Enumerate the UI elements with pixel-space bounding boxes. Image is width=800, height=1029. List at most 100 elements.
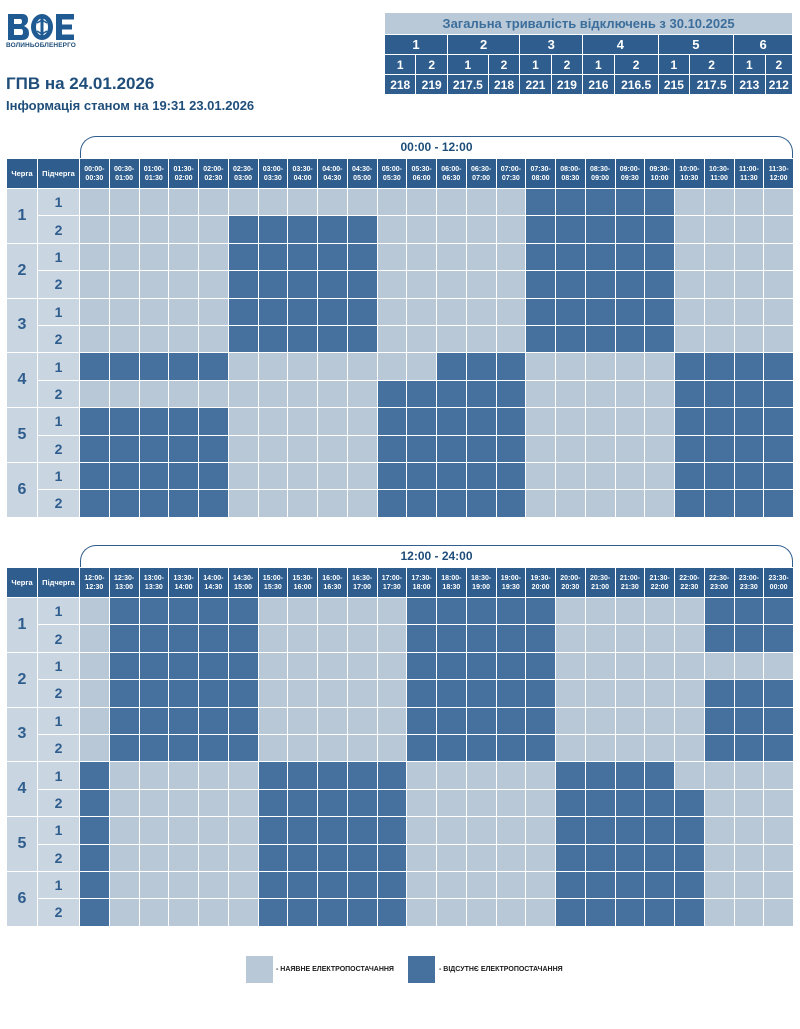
- slot-power-off: [703, 679, 735, 708]
- slot-power-off: [227, 624, 259, 653]
- slot-power-off: [376, 788, 408, 818]
- schedule-row: 2: [7, 624, 794, 653]
- slot-power-on: [703, 843, 735, 872]
- subqueue-label: 1: [37, 352, 80, 381]
- slot-power-off: [108, 733, 140, 763]
- time-slot-start: 11:00-: [738, 165, 759, 173]
- slot-power-on: [614, 461, 646, 491]
- time-slot-end: 01:30: [144, 174, 163, 182]
- legend-label-available: - НАЯВНЕ ЕЛЕКТРОПОСТАЧАННЯ: [276, 966, 394, 973]
- slot-power-on: [495, 816, 527, 845]
- slot-power-off: [703, 379, 735, 409]
- slot-power-on: [346, 679, 378, 708]
- slot-power-off: [584, 788, 616, 818]
- subqueue-header: Підчерга: [37, 158, 80, 189]
- slot-power-on: [168, 761, 199, 790]
- slot-power-on: [733, 898, 765, 927]
- slot-power-on: [227, 461, 259, 491]
- time-slot-start: 15:00-: [262, 574, 283, 582]
- slot-power-off: [376, 407, 408, 436]
- slot-power-off: [644, 270, 675, 299]
- time-slot-header: 23:30- 00:00: [763, 567, 794, 598]
- slot-power-off: [168, 624, 199, 653]
- slot-power-off: [376, 434, 408, 463]
- slot-power-off: [198, 434, 229, 463]
- slot-power-on: [227, 352, 259, 381]
- time-slot-header: 06:00- 06:30: [436, 158, 467, 189]
- slot-power-off: [555, 270, 586, 299]
- legend: - НАЯВНЕ ЕЛЕКТРОПОСТАЧАННЯ - ВІДСУТНЄ ЕЛ…: [0, 956, 800, 986]
- slot-power-off: [644, 843, 675, 872]
- queue-header: Черга: [6, 567, 38, 598]
- time-slot-header: 17:30- 18:00: [406, 567, 437, 598]
- slot-power-on: [376, 624, 408, 653]
- slot-power-on: [108, 761, 140, 790]
- outage-duration-summary: Загальна тривалість відключень з 30.10.2…: [383, 12, 794, 95]
- slot-power-off: [555, 187, 586, 217]
- slot-power-off: [406, 624, 437, 653]
- slot-power-off: [436, 706, 467, 735]
- slot-power-on: [317, 733, 348, 763]
- slot-power-off: [465, 434, 497, 463]
- slot-power-on: [138, 379, 170, 409]
- slot-power-on: [257, 651, 289, 681]
- slot-power-off: [436, 379, 467, 409]
- slot-power-off: [644, 870, 675, 900]
- slot-power-on: [108, 297, 140, 326]
- slot-power-off: [436, 407, 467, 436]
- slot-power-off: [495, 596, 527, 626]
- slot-power-off: [406, 706, 437, 735]
- slot-power-on: [317, 624, 348, 653]
- slot-power-on: [703, 215, 735, 244]
- slot-power-off: [584, 187, 616, 217]
- slot-power-on: [376, 242, 408, 272]
- slot-power-off: [227, 270, 259, 299]
- time-slot-start: 21:30-: [649, 574, 670, 582]
- time-slot-start: 10:30-: [709, 165, 730, 173]
- subqueue-label: 1: [37, 870, 80, 900]
- slot-power-on: [287, 706, 318, 735]
- time-slot-header: 23:00- 23:30: [733, 567, 765, 598]
- summary-value: 221: [519, 74, 552, 95]
- slot-power-on: [79, 187, 110, 217]
- time-slot-start: 04:30-: [352, 165, 373, 173]
- time-slot-start: 01:00-: [143, 165, 164, 173]
- slot-power-on: [227, 187, 259, 217]
- slot-power-on: [614, 733, 646, 763]
- slot-power-off: [108, 461, 140, 491]
- slot-power-on: [584, 489, 616, 518]
- time-slot-end: 17:30: [382, 583, 401, 591]
- schedule-row: 2: [7, 434, 794, 463]
- slot-power-off: [227, 679, 259, 708]
- slot-power-off: [674, 379, 705, 409]
- summary-subqueue: 2: [689, 54, 735, 75]
- slot-power-off: [555, 297, 586, 326]
- slot-power-on: [227, 489, 259, 518]
- slot-power-off: [287, 324, 318, 354]
- subqueue-label: 2: [37, 679, 80, 708]
- slot-power-off: [465, 706, 497, 735]
- slot-power-on: [674, 651, 705, 681]
- slot-power-off: [584, 761, 616, 790]
- slot-power-on: [584, 596, 616, 626]
- slot-power-on: [584, 407, 616, 436]
- schedule-block-morning: 00:00 - 12:00 Черга Підчерга 00:00- 00:30 00…: [6, 136, 794, 522]
- company-logo: ВОЛИНЬОБЛЕНЕРГО: [6, 12, 76, 52]
- slot-power-on: [79, 651, 110, 681]
- slot-power-on: [525, 407, 556, 436]
- slot-power-off: [703, 352, 735, 381]
- slot-power-on: [674, 679, 705, 708]
- slot-power-on: [198, 816, 229, 845]
- schedule-row: 2: [7, 843, 794, 872]
- slot-power-off: [346, 324, 378, 354]
- time-slot-end: 20:00: [531, 583, 550, 591]
- slot-power-on: [79, 270, 110, 299]
- slot-power-off: [555, 898, 586, 927]
- time-slot-end: 23:00: [710, 583, 729, 591]
- time-slot-start: 14:30-: [233, 574, 254, 582]
- time-slot-start: 10:00-: [679, 165, 700, 173]
- slot-power-off: [763, 379, 794, 409]
- summary-subqueue: 1: [519, 54, 552, 75]
- summary-queue: 5: [657, 34, 735, 55]
- slot-power-off: [79, 352, 110, 381]
